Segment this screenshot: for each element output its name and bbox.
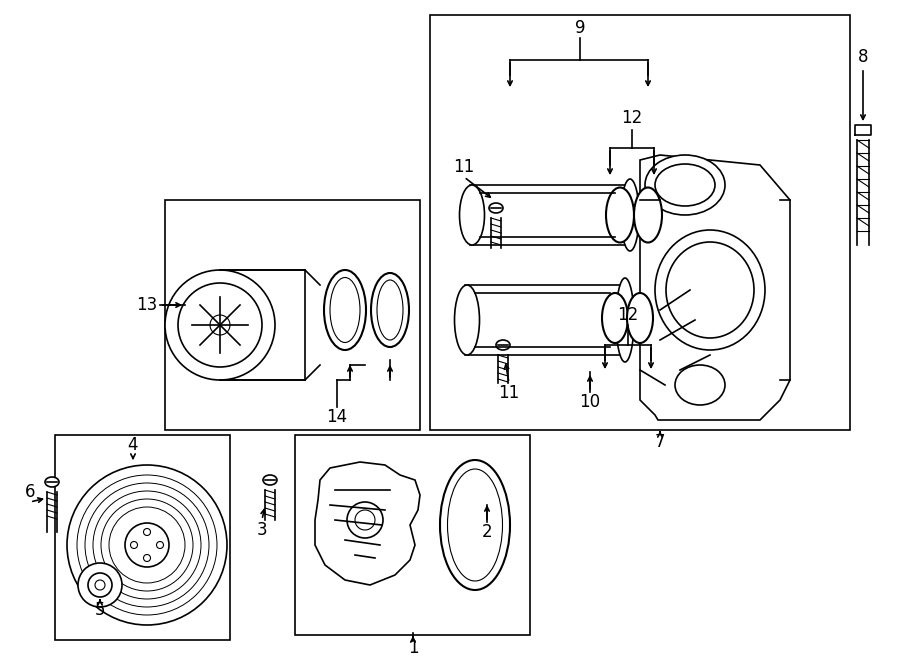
Circle shape xyxy=(130,541,138,549)
Text: 14: 14 xyxy=(327,408,347,426)
Text: 9: 9 xyxy=(575,19,585,37)
Circle shape xyxy=(78,563,122,607)
Ellipse shape xyxy=(330,278,360,342)
Circle shape xyxy=(143,555,150,561)
Text: 3: 3 xyxy=(256,521,267,539)
Ellipse shape xyxy=(666,242,754,338)
Ellipse shape xyxy=(496,340,510,350)
Circle shape xyxy=(67,465,227,625)
Bar xyxy=(220,270,305,380)
Ellipse shape xyxy=(655,230,765,350)
Ellipse shape xyxy=(45,477,59,487)
Ellipse shape xyxy=(627,293,653,343)
Ellipse shape xyxy=(602,293,628,343)
Text: 4: 4 xyxy=(128,436,139,454)
Text: 7: 7 xyxy=(655,433,665,451)
Bar xyxy=(55,435,230,640)
Bar xyxy=(465,285,625,355)
Circle shape xyxy=(88,573,112,597)
Circle shape xyxy=(125,523,169,567)
Circle shape xyxy=(347,502,383,538)
Ellipse shape xyxy=(377,280,403,340)
Circle shape xyxy=(95,580,105,590)
Ellipse shape xyxy=(263,475,277,485)
Circle shape xyxy=(165,270,275,380)
Bar xyxy=(165,200,420,430)
Ellipse shape xyxy=(621,179,639,251)
Ellipse shape xyxy=(489,203,503,213)
Polygon shape xyxy=(640,155,790,420)
Ellipse shape xyxy=(324,270,366,350)
Circle shape xyxy=(143,529,150,535)
Ellipse shape xyxy=(606,188,634,243)
Text: 11: 11 xyxy=(499,384,519,402)
Ellipse shape xyxy=(655,164,715,206)
Text: 13: 13 xyxy=(137,296,157,314)
Bar xyxy=(295,435,530,635)
Text: 5: 5 xyxy=(94,601,105,619)
Ellipse shape xyxy=(616,278,634,362)
Ellipse shape xyxy=(371,273,409,347)
Polygon shape xyxy=(855,125,871,135)
Text: 11: 11 xyxy=(454,158,474,176)
Ellipse shape xyxy=(675,365,725,405)
Text: 12: 12 xyxy=(621,109,643,127)
Ellipse shape xyxy=(460,185,484,245)
Bar xyxy=(470,185,630,245)
Circle shape xyxy=(210,315,230,335)
Polygon shape xyxy=(315,462,420,585)
Text: 8: 8 xyxy=(858,48,868,66)
Text: 2: 2 xyxy=(482,523,492,541)
Text: 12: 12 xyxy=(617,306,639,324)
Text: 6: 6 xyxy=(25,483,35,501)
Text: 10: 10 xyxy=(580,393,600,411)
Ellipse shape xyxy=(645,155,725,215)
Ellipse shape xyxy=(634,188,662,243)
Circle shape xyxy=(355,510,375,530)
Bar xyxy=(430,15,850,430)
Text: 1: 1 xyxy=(408,639,418,657)
Circle shape xyxy=(157,541,164,549)
Ellipse shape xyxy=(440,460,510,590)
Ellipse shape xyxy=(447,469,502,581)
Circle shape xyxy=(178,283,262,367)
Ellipse shape xyxy=(454,285,480,355)
